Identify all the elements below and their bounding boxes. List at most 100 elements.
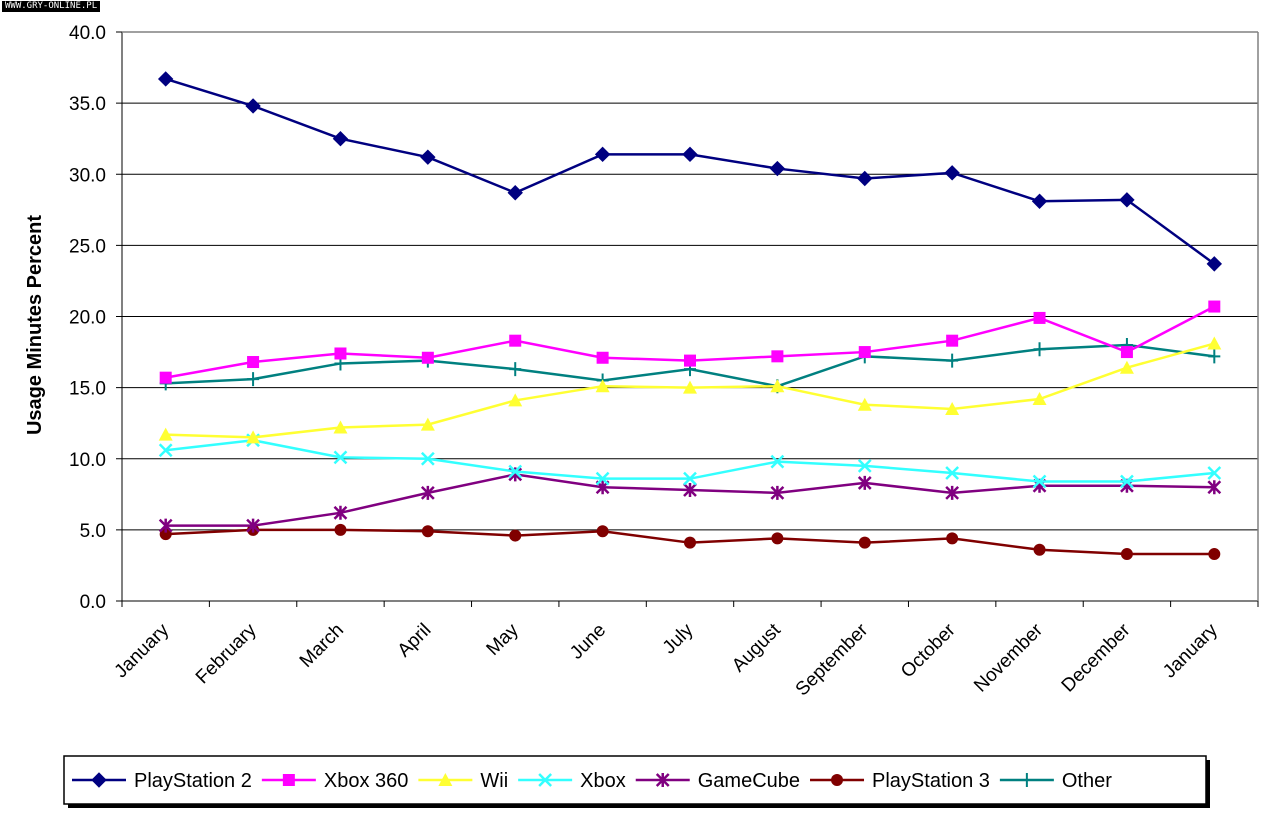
data-point-playstation-3 (858, 536, 871, 549)
series-xbox (158, 433, 1222, 489)
data-point-wii (508, 393, 523, 407)
data-point-xbox (1207, 466, 1222, 480)
data-point-playstation-2 (1119, 192, 1135, 208)
data-point-playstation-3 (334, 523, 347, 536)
series-xbox-360 (159, 300, 1221, 384)
data-point-xbox (595, 471, 610, 486)
series-playstation-2 (157, 71, 1223, 272)
data-point-playstation-2 (245, 98, 261, 114)
data-point-wii (683, 380, 697, 394)
x-tick-label: October (897, 619, 960, 682)
legend-marker (1020, 773, 1033, 787)
legend-item-wii: Wii (418, 770, 508, 792)
legend-marker (831, 774, 844, 786)
data-point-gamecube (857, 475, 872, 490)
x-tick-label: April (394, 620, 436, 662)
data-point-wii (857, 397, 872, 411)
series-playstation-3 (159, 523, 1221, 561)
x-tick-label: March (296, 620, 348, 672)
legend-item-xbox-360: Xbox 360 (261, 770, 408, 792)
legend-marker (91, 772, 107, 788)
data-point-xbox-360 (334, 347, 347, 360)
legend-item-xbox: Xbox (518, 770, 626, 792)
legend-label: Other (1062, 770, 1112, 792)
data-point-gamecube (945, 485, 960, 500)
data-point-xbox-360 (1208, 300, 1221, 313)
grid-lines (122, 31, 1258, 531)
data-point-xbox (420, 451, 435, 466)
data-point-xbox (508, 464, 523, 479)
data-point-wii (945, 401, 960, 415)
series-layer (157, 71, 1223, 561)
data-point-playstation-3 (1208, 548, 1221, 561)
data-point-other (1208, 349, 1221, 364)
legend-label: PlayStation 3 (872, 770, 990, 792)
data-point-other (946, 353, 959, 368)
legend: PlayStation 2 Xbox 360 Wii Xbox GameCube Play… (63, 755, 1210, 808)
data-point-wii (1119, 360, 1134, 374)
data-point-xbox (1120, 474, 1134, 489)
x-tick-label: December (1058, 619, 1135, 696)
y-tick-label: 0.0 (80, 592, 106, 613)
data-point-other (247, 372, 260, 387)
data-point-wii (420, 417, 435, 431)
x-tick-label: November (970, 619, 1047, 696)
legend-item-playstation-3: PlayStation 3 (810, 770, 990, 792)
y-tick-labels: 0.0 5.0 10.0 15.0 20.0 25.0 30.0 35.0 40.0 (69, 23, 106, 613)
x-tick-labels: January February March April May June July Augu… (111, 619, 1223, 700)
data-point-playstation-2 (420, 149, 436, 165)
data-point-xbox (857, 458, 872, 473)
legend-label: Xbox (580, 770, 626, 792)
legend-label: PlayStation 2 (134, 770, 252, 792)
data-point-xbox (683, 471, 697, 486)
data-point-xbox-360 (771, 350, 784, 363)
data-point-wii (1032, 392, 1047, 406)
data-point-playstation-2 (332, 130, 349, 147)
data-point-wii (333, 420, 348, 434)
x-tick-label: January (1159, 619, 1222, 682)
data-point-playstation-2 (1031, 193, 1048, 209)
data-point-xbox-360 (858, 346, 871, 359)
data-point-xbox-360 (247, 356, 260, 369)
series-line-playstation-2 (165, 77, 1216, 265)
data-point-gamecube (333, 505, 348, 520)
data-point-playstation-2 (157, 71, 174, 87)
x-tick-label: February (192, 619, 261, 688)
y-tick-label: 5.0 (80, 521, 106, 542)
data-point-xbox (1032, 474, 1047, 489)
data-point-gamecube (420, 485, 435, 500)
data-point-xbox (770, 454, 785, 469)
series-wii (158, 336, 1222, 444)
y-tick-label: 20.0 (69, 308, 106, 329)
x-tick-label: May (483, 619, 524, 660)
data-point-xbox-360 (421, 351, 434, 364)
data-point-playstation-2 (507, 185, 523, 201)
legend-marker (438, 773, 453, 786)
data-point-gamecube (683, 483, 697, 498)
data-point-playstation-3 (596, 525, 609, 538)
legend-item-other: Other (999, 770, 1112, 792)
legend-marker (538, 773, 553, 787)
data-point-playstation-2 (594, 146, 611, 163)
data-point-gamecube (1207, 480, 1222, 495)
legend-marker (282, 774, 295, 786)
legend-label: GameCube (698, 770, 800, 792)
y-tick-label: 10.0 (69, 450, 106, 471)
y-tick-label: 30.0 (69, 165, 106, 186)
legend-item-playstation-2: PlayStation 2 (72, 770, 252, 792)
data-point-wii (1207, 336, 1222, 350)
data-point-gamecube (158, 518, 173, 533)
data-point-xbox-360 (1033, 311, 1046, 324)
series-line-xbox (165, 438, 1215, 483)
data-point-gamecube (246, 518, 260, 533)
data-point-xbox (158, 443, 173, 458)
data-point-xbox (945, 466, 960, 480)
data-point-wii (246, 430, 261, 444)
legend-label: Wii (480, 770, 508, 792)
x-tick-label: August (728, 619, 785, 676)
data-point-playstation-3 (421, 525, 434, 538)
data-point-xbox-360 (1120, 346, 1133, 359)
x-tick-label: September (792, 619, 873, 700)
data-point-playstation-2 (1206, 256, 1223, 272)
